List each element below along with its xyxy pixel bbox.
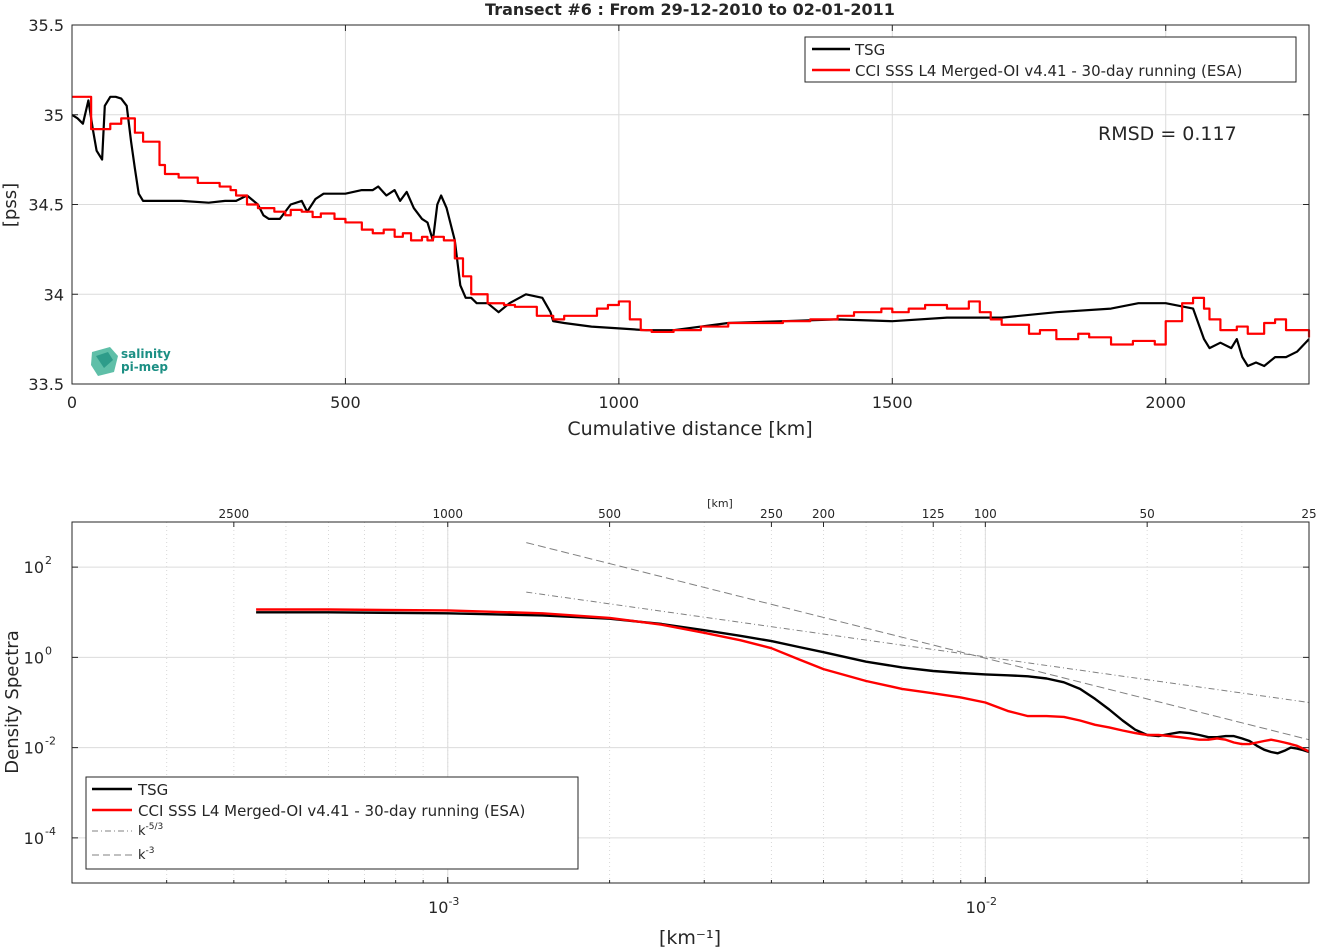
top-km-tick-label: 1000 <box>432 507 463 521</box>
top-y-tick-label: 34 <box>44 285 64 304</box>
bottom-legend-label-k3: k-3 <box>138 846 155 863</box>
bottom-x-tick-label: 10-2 <box>966 895 997 917</box>
top-km-tick-label: 250 <box>760 507 783 521</box>
bottom-grid <box>71 522 1310 883</box>
top-x-tick-label: 500 <box>330 393 361 412</box>
bottom-series-cci-line <box>256 608 1310 753</box>
top-km-tick-label: 100 <box>974 507 997 521</box>
top-x-tick-label: 1500 <box>872 393 913 412</box>
top-x-axis-label: Cumulative distance [km] <box>567 418 812 440</box>
rmsd-annotation: RMSD = 0.117 <box>1098 123 1237 145</box>
top-y-tick-label: 35 <box>44 106 64 125</box>
bottom-plot-frame <box>71 521 1310 884</box>
top-axis-km-label: [km] <box>707 497 733 510</box>
bottom-y-tick-label: 10 <box>24 829 44 848</box>
top-x-tick-label: 0 <box>67 393 77 412</box>
top-y-axis-label: [pss] <box>0 183 21 227</box>
bottom-y-tick-exponent: -4 <box>45 825 56 838</box>
bottom-series-group <box>256 542 1310 755</box>
chart-title: Transect #6 : From 29-12-2010 to 02-01-2… <box>485 0 895 19</box>
logo-text-salinity: salinity <box>121 347 171 361</box>
bottom-y-tick-label: 10 <box>24 648 44 667</box>
salinity-chart: Transect #6 : From 29-12-2010 to 02-01-2… <box>0 0 1311 440</box>
top-legend-label-tsg: TSG <box>854 41 885 59</box>
bottom-x-axis-label: [km⁻¹] <box>659 927 721 948</box>
bottom-legend-box <box>85 776 579 870</box>
top-legend: TSG CCI SSS L4 Merged-OI v4.41 - 30-day … <box>804 36 1297 83</box>
bottom-y-axis-label: Density Spectra <box>2 630 23 773</box>
top-y-tick-label: 34.5 <box>28 196 64 215</box>
bottom-series-k53-line <box>526 591 1310 703</box>
bottom-y-tick-exponent: -2 <box>45 735 56 748</box>
top-x-tick-label: 1000 <box>599 393 640 412</box>
bottom-x-tick-label: 10-3 <box>428 895 459 917</box>
bottom-legend: TSG CCI SSS L4 Merged-OI v4.41 - 30-day … <box>85 776 579 870</box>
top-y-tick-label: 33.5 <box>28 375 64 394</box>
bottom-legend-label-k53: k-5/3 <box>138 822 163 839</box>
top-km-tick-label: 25 <box>1301 507 1316 521</box>
bottom-y-tick-exponent: 0 <box>45 644 52 657</box>
top-ticks: 0 500 1000 1500 2000 33.5 34 34.5 35 35.5 <box>28 16 1309 412</box>
top-series-cci-line <box>72 95 1311 346</box>
bottom-series-k3-line <box>526 542 1310 741</box>
bottom-y-tick-label: 10 <box>24 739 44 758</box>
bottom-legend-label-tsg: TSG <box>137 781 168 799</box>
top-series-tsg-line <box>71 95 1310 368</box>
bottom-legend-label-cci: CCI SSS L4 Merged-OI v4.41 - 30-day runn… <box>138 802 525 820</box>
top-series-group <box>71 95 1311 368</box>
bottom-y-tick-exponent: 2 <box>45 554 52 567</box>
top-km-tick-label: 50 <box>1140 507 1155 521</box>
top-y-tick-label: 35.5 <box>28 16 64 35</box>
top-km-tick-label: 2500 <box>219 507 250 521</box>
logo-text-pimep: pi-mep <box>121 360 168 374</box>
bottom-y-tick-label: 10 <box>24 558 44 577</box>
bottom-series-tsg-line <box>256 611 1310 755</box>
salinity-pimep-logo: salinity pi-mep <box>91 347 171 376</box>
top-km-tick-label: 200 <box>812 507 835 521</box>
top-km-tick-label: 125 <box>922 507 945 521</box>
top-legend-box <box>804 36 1297 83</box>
top-km-tick-label: 500 <box>598 507 621 521</box>
top-x-tick-label: 2000 <box>1145 393 1186 412</box>
top-legend-label-cci: CCI SSS L4 Merged-OI v4.41 - 30-day runn… <box>855 62 1242 80</box>
